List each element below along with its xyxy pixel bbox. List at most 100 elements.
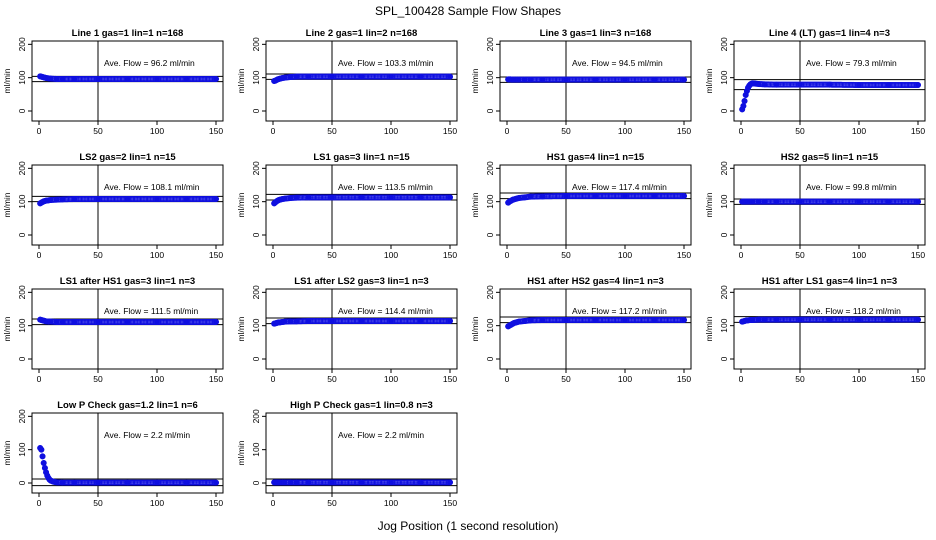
x-tick-label: 50 [327, 126, 337, 136]
x-tick-label: 100 [150, 126, 164, 136]
data-point [741, 98, 748, 105]
y-tick-label: 200 [485, 37, 495, 51]
x-tick-label: 150 [443, 498, 457, 508]
data-point [212, 195, 219, 202]
x-tick-label: 0 [739, 250, 744, 260]
data-point [681, 192, 688, 199]
data-point [915, 316, 922, 323]
panel-title: HS1 after HS2 gas=4 lin=1 n=3 [527, 276, 664, 287]
x-tick-label: 50 [795, 250, 805, 260]
data-point [38, 446, 45, 453]
data-series [37, 195, 219, 207]
data-point [446, 479, 453, 486]
x-tick-label: 0 [505, 126, 510, 136]
data-series [505, 192, 688, 206]
panel: HS1 gas=4 lin=1 n=15 ml/min 0 100 200 0 50 100 1… [470, 152, 692, 260]
x-tick-label: 50 [327, 250, 337, 260]
x-tick-label: 150 [677, 250, 691, 260]
y-tick-label: 100 [17, 70, 27, 84]
y-tick-label: 0 [485, 356, 495, 361]
y-tick-label: 100 [251, 442, 261, 456]
plot-frame [31, 164, 224, 246]
x-tick-label: 100 [618, 374, 632, 384]
x-tick-label: 100 [384, 250, 398, 260]
panel: Line 2 gas=1 lin=2 n=168 ml/min 0 100 200 0 50… [236, 28, 458, 136]
y-tick-label: 0 [251, 356, 261, 361]
panel-title: HS1 after LS1 gas=4 lin=1 n=3 [762, 276, 897, 287]
x-tick-label: 0 [271, 374, 276, 384]
x-tick-label: 0 [271, 126, 276, 136]
figure-xlabel: Jog Position (1 second resolution) [378, 519, 559, 533]
x-tick-label: 0 [739, 126, 744, 136]
y-axis-label: ml/min [470, 68, 480, 93]
y-tick-label: 200 [17, 285, 27, 299]
x-tick-label: 100 [852, 250, 866, 260]
panel-title: Line 3 gas=1 lin=3 n=168 [540, 28, 652, 39]
average-flow-annotation: Ave. Flow = 79.3 ml/min [806, 58, 897, 68]
x-tick-label: 100 [150, 374, 164, 384]
data-series [37, 73, 219, 83]
average-flow-annotation: Ave. Flow = 2.2 ml/min [338, 430, 424, 440]
average-flow-annotation: Ave. Flow = 94.5 ml/min [572, 58, 663, 68]
x-tick-label: 50 [93, 374, 103, 384]
average-flow-annotation: Ave. Flow = 99.8 ml/min [806, 182, 897, 192]
y-axis-label: ml/min [236, 440, 246, 465]
y-axis-label: ml/min [704, 68, 714, 93]
panel-title: Line 2 gas=1 lin=2 n=168 [306, 28, 418, 39]
x-tick-label: 50 [327, 498, 337, 508]
data-point [446, 194, 453, 201]
x-tick-label: 50 [93, 498, 103, 508]
x-tick-label: 150 [209, 126, 223, 136]
x-tick-label: 100 [150, 250, 164, 260]
x-tick-label: 150 [677, 374, 691, 384]
data-point [446, 73, 453, 80]
x-tick-label: 150 [209, 498, 223, 508]
panel: Line 1 gas=1 lin=1 n=168 ml/min 0 100 200 0 50… [2, 28, 224, 136]
data-series [37, 316, 219, 325]
x-tick-label: 150 [911, 374, 925, 384]
x-tick-label: 150 [443, 374, 457, 384]
panel-title: HS1 gas=4 lin=1 n=15 [547, 152, 645, 163]
data-series [271, 194, 453, 207]
x-tick-label: 100 [384, 374, 398, 384]
panel-title: LS2 gas=2 lin=1 n=15 [79, 152, 176, 163]
y-tick-label: 0 [17, 356, 27, 361]
panel: HS1 after LS1 gas=4 lin=1 n=3 ml/min 0 100 2… [704, 276, 926, 384]
data-point [742, 92, 749, 99]
x-tick-label: 150 [209, 374, 223, 384]
data-point [739, 106, 746, 113]
y-axis-label: ml/min [236, 316, 246, 341]
y-tick-label: 200 [485, 161, 495, 175]
x-tick-label: 50 [795, 374, 805, 384]
data-point [41, 464, 48, 471]
data-point [39, 453, 46, 460]
y-axis-label: ml/min [2, 316, 12, 341]
panel-title: LS1 after HS1 gas=3 lin=1 n=3 [60, 276, 195, 287]
panel: LS2 gas=2 lin=1 n=15 ml/min 0 100 200 0 50 100 1… [2, 152, 224, 260]
average-flow-annotation: Ave. Flow = 114.4 ml/min [338, 306, 433, 316]
data-point [743, 88, 750, 95]
panel: HS1 after HS2 gas=4 lin=1 n=3 ml/min 0 100 2… [470, 276, 692, 384]
x-tick-label: 100 [852, 374, 866, 384]
x-tick-label: 50 [93, 126, 103, 136]
x-tick-label: 0 [505, 250, 510, 260]
plot-frame [265, 288, 458, 370]
y-tick-label: 0 [719, 356, 729, 361]
panel-title: High P Check gas=1 lin=0.8 n=3 [290, 400, 433, 411]
plot-frame [499, 288, 692, 370]
data-point [212, 76, 219, 83]
y-tick-label: 0 [719, 108, 729, 113]
y-axis-label: ml/min [236, 68, 246, 93]
panel-title: LS1 after LS2 gas=3 lin=1 n=3 [294, 276, 428, 287]
data-series [739, 316, 922, 325]
y-tick-label: 0 [17, 480, 27, 485]
x-tick-label: 50 [561, 126, 571, 136]
y-tick-label: 200 [17, 409, 27, 423]
x-tick-label: 150 [443, 250, 457, 260]
average-flow-annotation: Ave. Flow = 117.4 ml/min [572, 182, 667, 192]
x-tick-label: 0 [739, 374, 744, 384]
x-tick-label: 100 [384, 498, 398, 508]
plot-frame [733, 40, 926, 122]
y-tick-label: 200 [485, 285, 495, 299]
